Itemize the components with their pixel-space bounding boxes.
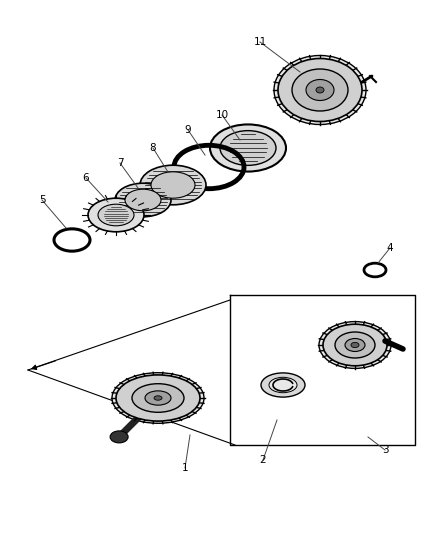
Ellipse shape [125, 189, 161, 211]
Ellipse shape [319, 321, 391, 368]
Text: 9: 9 [185, 125, 191, 135]
Ellipse shape [116, 375, 200, 421]
Ellipse shape [345, 338, 365, 351]
Ellipse shape [274, 55, 366, 125]
Text: 6: 6 [83, 173, 89, 183]
Ellipse shape [115, 183, 171, 217]
Ellipse shape [261, 373, 305, 397]
Ellipse shape [154, 396, 162, 400]
Ellipse shape [151, 172, 195, 198]
Text: 2: 2 [260, 455, 266, 465]
Ellipse shape [145, 391, 171, 405]
Ellipse shape [88, 198, 144, 232]
Text: 7: 7 [117, 158, 124, 168]
Ellipse shape [269, 377, 297, 393]
Ellipse shape [351, 342, 359, 348]
Ellipse shape [110, 431, 128, 443]
Text: 4: 4 [387, 243, 393, 253]
Ellipse shape [220, 131, 276, 165]
Text: 11: 11 [253, 37, 267, 47]
Ellipse shape [278, 59, 362, 122]
Ellipse shape [316, 87, 324, 93]
Ellipse shape [112, 373, 204, 423]
Ellipse shape [210, 124, 286, 172]
Text: 10: 10 [215, 110, 229, 120]
Ellipse shape [323, 324, 387, 366]
Ellipse shape [98, 204, 134, 226]
Ellipse shape [140, 165, 206, 205]
Text: 8: 8 [150, 143, 156, 153]
Text: 3: 3 [381, 445, 389, 455]
Ellipse shape [132, 384, 184, 413]
Text: 5: 5 [39, 195, 45, 205]
Ellipse shape [292, 69, 348, 111]
Ellipse shape [335, 332, 375, 358]
Text: 1: 1 [182, 463, 188, 473]
Ellipse shape [306, 79, 334, 101]
